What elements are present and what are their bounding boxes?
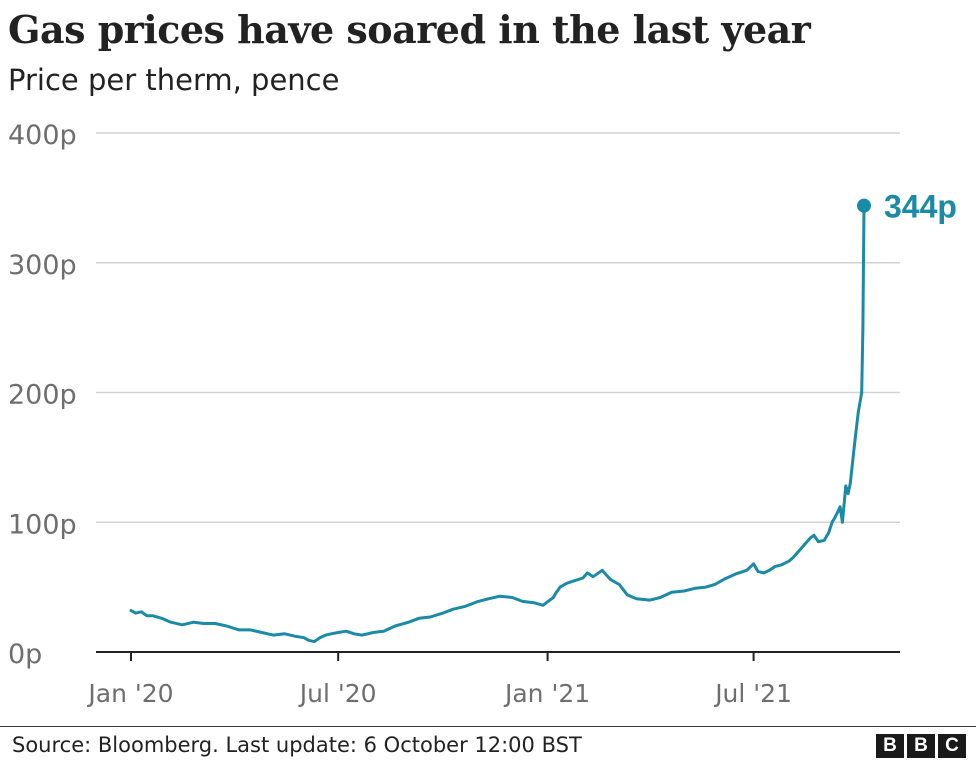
y-tick-label: 400p [8, 120, 77, 151]
latest-value-dot [857, 198, 871, 213]
chart-title: Gas prices have soared in the last year [8, 7, 811, 52]
line-chart: 0p 100p 200p 300p 400p Jan '20 Jul '20 Jan '21 J… [8, 120, 957, 708]
y-tick-label: 0p [8, 639, 42, 670]
chart-subtitle: Price per therm, pence [8, 63, 340, 97]
latest-value-label: 344p [884, 189, 957, 225]
x-tick-label: Jan '20 [86, 679, 173, 708]
x-tick-label: Jul '20 [298, 679, 377, 708]
x-tick-label: Jul '21 [713, 679, 792, 708]
logo-letter: B [907, 734, 935, 758]
y-tick-label: 300p [8, 250, 77, 281]
price-series-line [129, 204, 866, 644]
logo-letter: B [876, 734, 904, 758]
y-tick-label: 100p [8, 509, 77, 540]
footer-divider [0, 726, 976, 727]
logo-letter: C [938, 734, 966, 758]
bbc-logo: B B C [876, 734, 966, 758]
y-tick-label: 200p [8, 380, 77, 411]
x-tick-label: Jan '21 [503, 679, 590, 708]
source-note: Source: Bloomberg. Last update: 6 Octobe… [12, 733, 582, 757]
